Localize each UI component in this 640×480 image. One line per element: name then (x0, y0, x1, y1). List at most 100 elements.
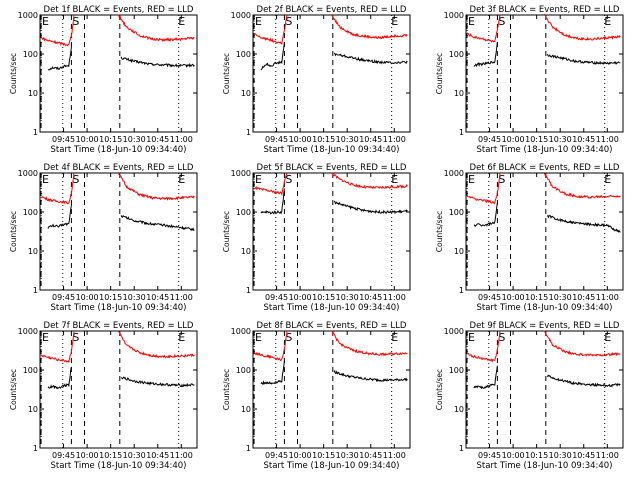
marker-label-e: E (255, 331, 262, 344)
panel-title: Det 1f BLACK = Events, RED = LLD (44, 5, 194, 15)
marker-label-e: E (391, 15, 398, 28)
series-events-line (546, 374, 621, 388)
y-tick-label: 1 (459, 444, 464, 453)
panel-title: Det 8f BLACK = Events, RED = LLD (257, 321, 407, 331)
x-tick-label: 09:45 (52, 451, 75, 460)
x-tick-label: 10:30 (336, 293, 359, 302)
marker-label-e: E (42, 15, 49, 28)
series-events-line (47, 47, 72, 71)
y-axis-label: Counts/sec (9, 369, 18, 410)
x-tick-label: 10:45 (146, 451, 169, 460)
plot-frame (39, 172, 198, 291)
plot-frame (465, 330, 624, 449)
panel-det-6: Det 6f BLACK = Events, RED = LLD 1 10 100 10… (435, 163, 624, 313)
x-tick-label: 11:00 (170, 135, 193, 144)
x-axis-label: Start Time (18-Jun-10 09:34:40) (264, 461, 400, 471)
series-events-line (333, 52, 408, 65)
x-tick-label: 11:00 (596, 451, 619, 460)
y-tick-label: 1000 (231, 11, 251, 20)
x-tick-label: 10:30 (336, 135, 359, 144)
y-tick-label: 10 (28, 405, 38, 414)
y-tick-label: 10 (454, 405, 464, 414)
x-tick-label: 10:45 (359, 451, 382, 460)
x-tick-label: 10:15 (99, 293, 122, 302)
y-tick-label: 10 (241, 89, 251, 98)
y-tick-label: 1000 (231, 169, 251, 178)
y-axis-label: Counts/sec (222, 369, 231, 410)
y-tick-label: 100 (23, 50, 38, 59)
y-tick-label: 1000 (444, 327, 464, 336)
marker-label-e: E (42, 173, 49, 186)
y-axis-label: Counts/sec (435, 211, 444, 252)
x-tick-label: 10:45 (572, 293, 595, 302)
x-tick-label: 10:30 (123, 451, 146, 460)
x-axis-label: Start Time (18-Jun-10 09:34:40) (477, 145, 613, 155)
x-tick-label: 10:30 (336, 451, 359, 460)
x-tick-label: 09:45 (52, 293, 75, 302)
panel-title: Det 7f BLACK = Events, RED = LLD (44, 321, 194, 331)
x-tick-label: 10:00 (502, 135, 525, 144)
x-tick-label: 10:45 (572, 451, 595, 460)
series-lld-line (118, 173, 195, 201)
x-tick-label: 10:45 (359, 293, 382, 302)
series-lld-line (544, 13, 621, 41)
marker-label-s: S (498, 331, 505, 344)
y-tick-label: 1000 (231, 327, 251, 336)
x-tick-label: 10:30 (549, 293, 572, 302)
series-lld-line (466, 172, 501, 205)
series-events-line (120, 56, 195, 68)
marker-label-e: E (604, 173, 611, 186)
y-tick-label: 1 (246, 128, 251, 137)
x-axis-label: Start Time (18-Jun-10 09:34:40) (477, 461, 613, 471)
marker-label-e: E (178, 173, 185, 186)
y-tick-label: 100 (23, 208, 38, 217)
series-lld-line (253, 172, 288, 196)
marker-label-s: S (72, 15, 79, 28)
y-tick-label: 1 (33, 444, 38, 453)
x-tick-label: 10:00 (502, 293, 525, 302)
x-axis-label: Start Time (18-Jun-10 09:34:40) (51, 461, 187, 471)
plot-frame (39, 14, 198, 133)
series-events-line (546, 53, 621, 65)
y-tick-label: 1000 (18, 11, 38, 20)
marker-label-s: S (72, 331, 79, 344)
y-tick-label: 10 (454, 89, 464, 98)
series-events-line (333, 369, 408, 383)
series-events-line (473, 42, 498, 68)
y-tick-label: 100 (236, 366, 251, 375)
marker-label-s: S (72, 173, 79, 186)
marker-label-e: E (468, 15, 475, 28)
series-lld-line (40, 330, 75, 363)
series-lld-line (118, 330, 195, 359)
y-tick-label: 1 (459, 128, 464, 137)
x-axis-label: Start Time (18-Jun-10 09:34:40) (51, 303, 187, 313)
panel-title: Det 5f BLACK = Events, RED = LLD (257, 163, 407, 173)
marker-label-s: S (285, 331, 292, 344)
y-axis-label: Counts/sec (435, 369, 444, 410)
series-events-line (47, 366, 72, 390)
x-tick-label: 10:45 (572, 135, 595, 144)
x-tick-label: 09:45 (478, 451, 501, 460)
x-tick-label: 10:15 (312, 293, 335, 302)
x-tick-label: 10:30 (123, 135, 146, 144)
panel-title: Det 6f BLACK = Events, RED = LLD (470, 163, 620, 173)
panel-title: Det 9f BLACK = Events, RED = LLD (470, 321, 620, 331)
plot-frame (252, 14, 411, 133)
x-tick-label: 10:30 (123, 293, 146, 302)
series-lld-line (466, 14, 501, 43)
x-tick-label: 10:15 (312, 451, 335, 460)
y-tick-label: 10 (241, 405, 251, 414)
marker-label-s: S (498, 15, 505, 28)
series-events-line (47, 205, 72, 229)
y-tick-label: 1000 (18, 169, 38, 178)
y-axis-label: Counts/sec (222, 53, 231, 94)
series-lld-line (40, 14, 75, 47)
y-tick-label: 1 (459, 286, 464, 295)
x-tick-label: 11:00 (383, 293, 406, 302)
marker-label-s: S (285, 15, 292, 28)
plot-frame (252, 330, 411, 449)
series-events-line (120, 376, 195, 388)
marker-label-e: E (391, 331, 398, 344)
panel-det-3: Det 3f BLACK = Events, RED = LLD 1 10 100 10… (435, 5, 624, 155)
